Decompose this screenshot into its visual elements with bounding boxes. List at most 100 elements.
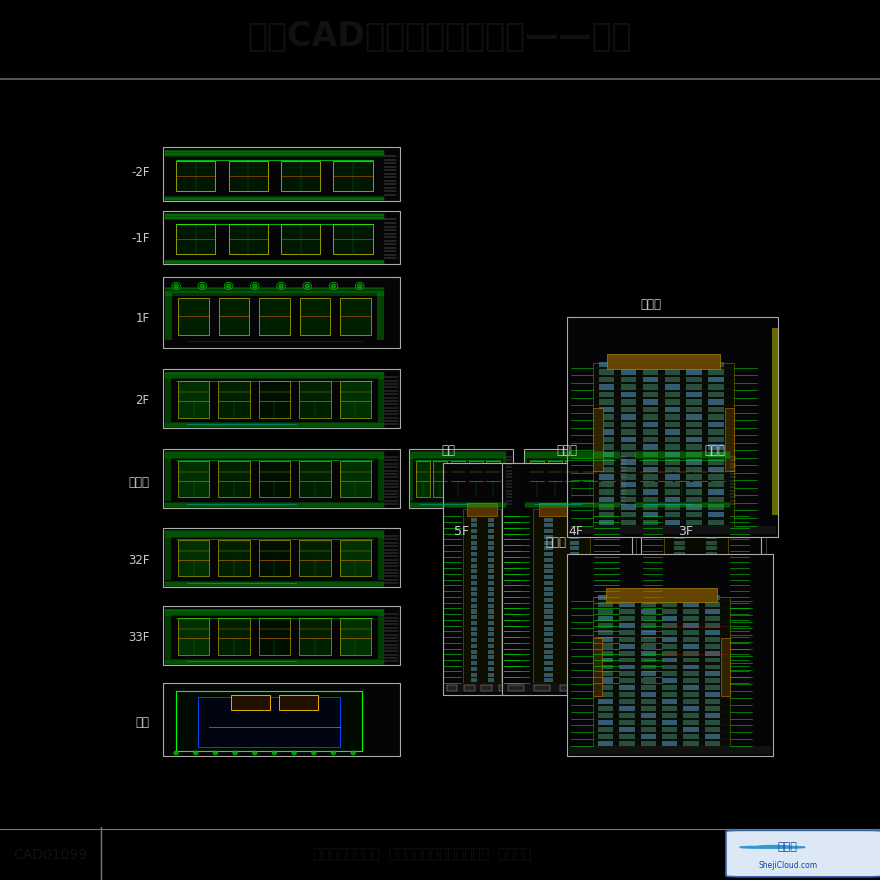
Bar: [340, 461, 371, 497]
Bar: [684, 623, 699, 627]
Text: 2F: 2F: [136, 394, 150, 407]
Bar: [708, 436, 724, 442]
Bar: [570, 563, 579, 568]
Bar: [340, 298, 370, 334]
Bar: [684, 630, 699, 634]
Text: 标准层: 标准层: [128, 476, 150, 489]
Bar: [488, 546, 494, 550]
Bar: [219, 298, 249, 334]
Bar: [641, 678, 656, 683]
Bar: [686, 497, 702, 502]
Bar: [664, 422, 680, 427]
Bar: [674, 535, 686, 539]
Bar: [662, 720, 678, 725]
Bar: [706, 540, 717, 545]
Polygon shape: [759, 846, 790, 847]
Bar: [545, 581, 553, 585]
Bar: [674, 540, 686, 545]
Bar: [705, 623, 720, 627]
Bar: [598, 595, 613, 600]
Bar: [620, 706, 634, 711]
Bar: [620, 678, 634, 683]
Bar: [471, 633, 477, 636]
Bar: [705, 630, 720, 634]
Text: 会员直送全站网盘  图片编号与网盘附件相对应  直接检索: 会员直送全站网盘 图片编号与网盘附件相对应 直接检索: [313, 847, 532, 862]
Bar: [598, 678, 613, 683]
Bar: [705, 706, 720, 711]
Bar: [706, 615, 717, 620]
Bar: [642, 392, 658, 397]
Bar: [662, 734, 678, 738]
Bar: [642, 512, 658, 517]
Bar: [545, 524, 553, 527]
Bar: [620, 422, 636, 427]
Bar: [664, 509, 728, 683]
Bar: [674, 592, 686, 597]
Circle shape: [332, 284, 335, 288]
Bar: [415, 461, 429, 497]
Bar: [508, 686, 524, 691]
Bar: [620, 699, 634, 704]
Bar: [471, 552, 477, 556]
Bar: [641, 644, 656, 649]
Bar: [599, 362, 614, 367]
Bar: [599, 385, 614, 390]
Bar: [598, 602, 613, 607]
Bar: [599, 512, 614, 517]
Bar: [598, 671, 613, 677]
Bar: [545, 512, 553, 516]
Bar: [664, 385, 680, 390]
Bar: [642, 474, 658, 480]
Bar: [444, 683, 528, 693]
Bar: [772, 327, 778, 515]
Bar: [281, 224, 320, 254]
Bar: [686, 429, 702, 435]
Bar: [674, 604, 686, 608]
Bar: [598, 727, 613, 731]
Bar: [524, 449, 627, 508]
Bar: [176, 161, 216, 191]
Bar: [620, 609, 634, 614]
Bar: [708, 385, 724, 390]
Bar: [471, 512, 477, 516]
Bar: [165, 615, 171, 658]
Bar: [599, 474, 614, 480]
Bar: [545, 517, 553, 522]
Bar: [471, 569, 477, 573]
Bar: [662, 678, 678, 683]
Bar: [642, 385, 658, 390]
Bar: [642, 436, 658, 442]
Bar: [684, 671, 699, 677]
Bar: [641, 734, 656, 738]
Bar: [667, 503, 725, 517]
Bar: [378, 537, 384, 581]
Bar: [706, 598, 717, 602]
Bar: [488, 517, 494, 522]
Bar: [570, 529, 579, 533]
Bar: [163, 211, 400, 265]
Bar: [674, 667, 686, 671]
Bar: [299, 381, 331, 418]
Bar: [706, 672, 717, 677]
Bar: [570, 546, 579, 550]
Bar: [706, 546, 717, 550]
Bar: [545, 667, 553, 671]
Bar: [471, 610, 477, 613]
Bar: [641, 706, 656, 711]
Bar: [499, 686, 509, 691]
Bar: [686, 474, 702, 480]
Bar: [299, 298, 330, 334]
Bar: [674, 546, 686, 550]
Bar: [674, 672, 686, 677]
Text: 33F: 33F: [128, 631, 150, 643]
Circle shape: [292, 752, 297, 754]
Bar: [570, 558, 579, 561]
Bar: [686, 362, 702, 367]
Bar: [674, 586, 686, 590]
Bar: [706, 627, 717, 631]
Bar: [684, 602, 699, 607]
Bar: [620, 482, 636, 488]
Bar: [545, 633, 553, 636]
Bar: [488, 656, 494, 659]
Bar: [642, 414, 658, 420]
